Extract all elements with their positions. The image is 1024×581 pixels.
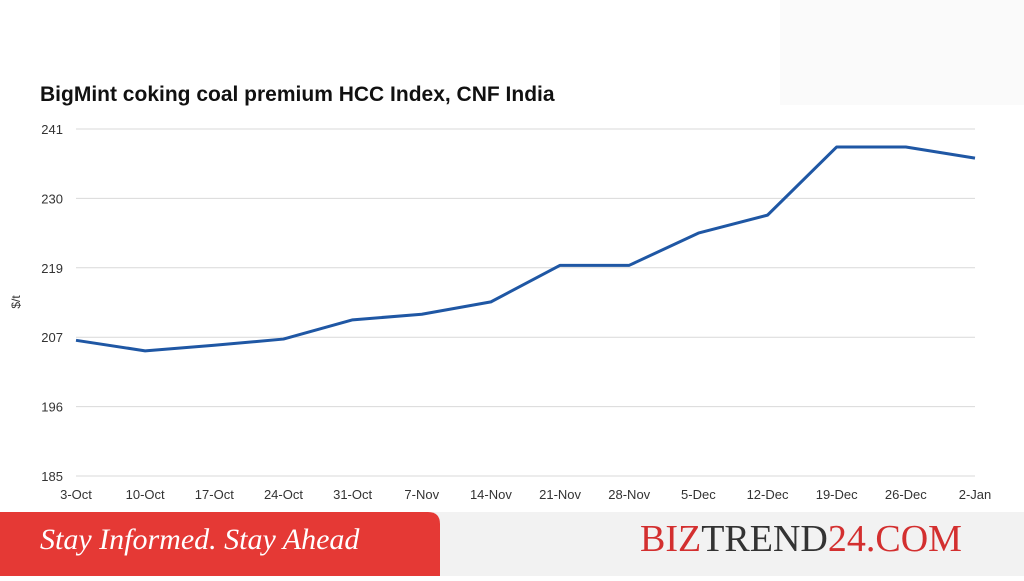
brand-part: TREND: [701, 518, 828, 560]
x-tick-label: 5-Dec: [681, 487, 716, 502]
brand-part: BIZ: [640, 518, 701, 560]
y-tick-label: 207: [41, 330, 63, 345]
tagline: Stay Informed. Stay Ahead: [40, 523, 360, 556]
y-tick-label: 185: [41, 469, 63, 484]
x-tick-label: 12-Dec: [747, 487, 789, 502]
line: [75, 145, 976, 353]
x-tick-label: 26-Dec: [885, 487, 927, 502]
x-tick-label: 10-Oct: [126, 487, 165, 502]
x-tick-label: 14-Nov: [470, 487, 512, 502]
y-tick-label: 230: [41, 191, 63, 206]
x-tick-label: 17-Oct: [195, 487, 234, 502]
brand: BIZTREND24.COM: [640, 518, 962, 560]
y-tick-label: 219: [41, 261, 63, 276]
x-tick-label: 21-Nov: [539, 487, 581, 502]
brand-part: 24.COM: [828, 518, 962, 560]
y-tick-label: 196: [41, 400, 63, 415]
x-tick-label: 31-Oct: [333, 487, 372, 502]
chart-title: BigMint coking coal premium HCC Index, C…: [40, 83, 555, 106]
x-tick-label: 3-Oct: [60, 487, 92, 502]
y-tick-label: 241: [41, 122, 63, 137]
corner-panel: [780, 0, 1024, 105]
x-tick-label: 24-Oct: [264, 487, 303, 502]
x-tick-label: 19-Dec: [816, 487, 858, 502]
x-tick-label: 7-Nov: [404, 487, 439, 502]
y-axis-label: $/t: [9, 295, 23, 309]
tagline-box: [0, 512, 440, 576]
x-tick-label: 28-Nov: [608, 487, 650, 502]
x-tick-label: 2-Jan: [959, 487, 992, 502]
